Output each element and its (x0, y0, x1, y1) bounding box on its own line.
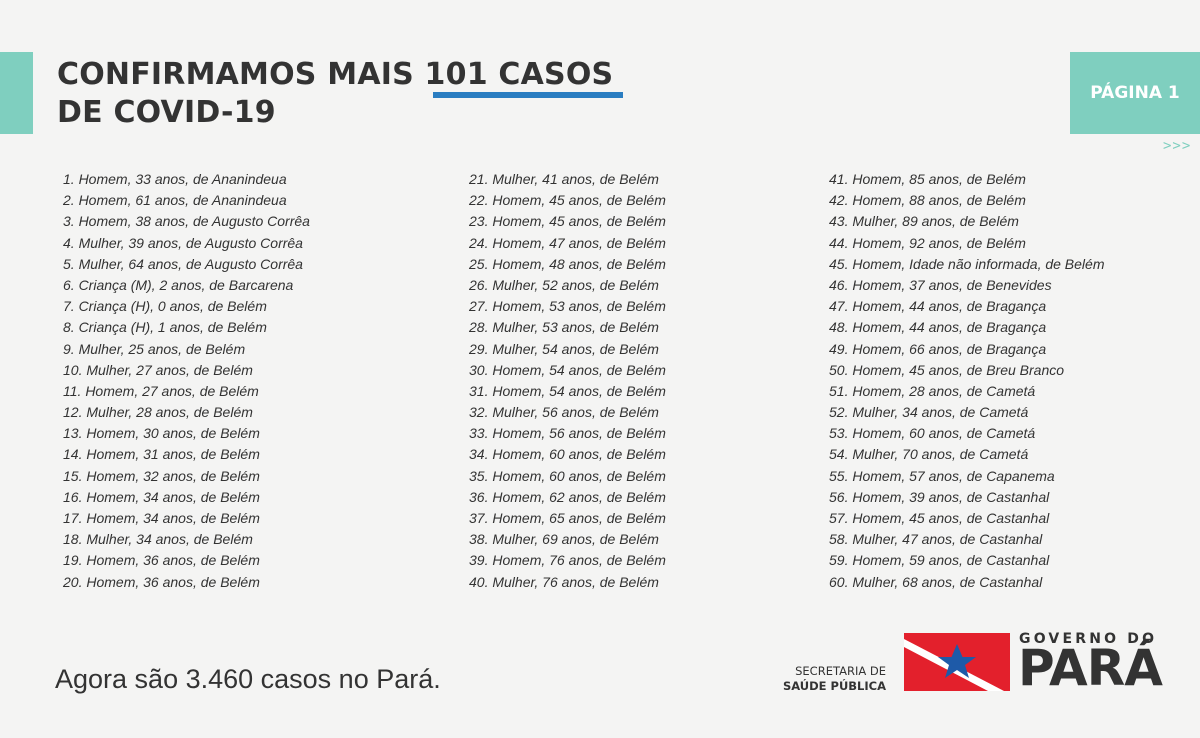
case-list-column-1: 1. Homem, 33 anos, de Ananindeua 2. Homem… (63, 169, 310, 593)
case-list-item: 9. Mulher, 25 anos, de Belém (63, 340, 246, 357)
case-list-item: 17. Homem, 34 anos, de Belém (63, 510, 260, 526)
case-list-item: 43. Mulher, 89 anos, de Belém (829, 213, 1019, 230)
next-page-arrows-icon[interactable]: >>> (1163, 138, 1192, 154)
case-list-item: 12. Mulher, 28 anos, de Belém (63, 404, 253, 421)
case-list-item: 51. Homem, 28 anos, de Cametá (829, 382, 1036, 399)
case-list-item: 59. Homem, 59 anos, de Castanhal (829, 552, 1050, 569)
case-list-item: 56. Homem, 39 anos, de Castanhal (829, 488, 1050, 505)
case-list-item: 27. Homem, 53 anos, de Belém (469, 298, 666, 315)
case-list-item: 19. Homem, 36 anos, de Belém (63, 552, 260, 569)
case-list-item: 8. Criança (H), 1 anos, de Belém (63, 319, 267, 336)
case-list-item: 55. Homem, 57 anos, de Capanema (829, 467, 1055, 484)
case-list-item: 28. Mulher, 53 anos, de Belém (469, 319, 659, 336)
case-list-item: 2. Homem, 61 anos, de Ananindeua (63, 192, 287, 209)
case-list-column-3: 41. Homem, 85 anos, de Belém 42. Homem, 8… (829, 169, 1105, 593)
case-list-item: 47. Homem, 44 anos, de Bragança (829, 298, 1047, 315)
case-list-item: 45. Homem, Idade não informada, de Belém (829, 255, 1105, 272)
case-list-item: 33. Homem, 56 anos, de Belém (469, 425, 666, 442)
case-list-item: 1. Homem, 33 anos, de Ananindeua (63, 171, 287, 187)
case-list-item: 31. Homem, 54 anos, de Belém (469, 382, 666, 399)
case-list-item: 34. Homem, 60 anos, de Belém (469, 446, 666, 463)
case-list-item: 58. Mulher, 47 anos, de Castanhal (829, 531, 1043, 548)
para-flag-icon (904, 633, 1010, 691)
case-list-item: 44. Homem, 92 anos, de Belém (829, 234, 1026, 251)
page-indicator-tab: PÁGINA 1 (1070, 52, 1200, 134)
case-list-item: 7. Criança (H), 0 anos, de Belém (63, 298, 267, 315)
case-list-item: 53. Homem, 60 anos, de Cametá (829, 425, 1036, 442)
case-list-item: 14. Homem, 31 anos, de Belém (63, 446, 260, 463)
secretaria-line-1: SECRETARIA DE (795, 664, 886, 678)
case-list-item: 60. Mulher, 68 anos, de Castanhal (829, 573, 1043, 590)
case-list-item: 21. Mulher, 41 anos, de Belém (469, 171, 659, 187)
title-underline (433, 92, 623, 98)
case-list-item: 16. Homem, 34 anos, de Belém (63, 488, 260, 505)
governo-label: GOVERNO DO (1019, 631, 1158, 647)
case-list-item: 3. Homem, 38 anos, de Augusto Corrêa (63, 213, 310, 230)
case-list-item: 38. Mulher, 69 anos, de Belém (469, 531, 659, 548)
para-logo-text: PARÁ (1018, 639, 1163, 697)
page-title: CONFIRMAMOS MAIS 101 CASOS DE COVID-19 (57, 56, 613, 132)
case-list-item: 25. Homem, 48 anos, de Belém (469, 255, 666, 272)
case-list-item: 50. Homem, 45 anos, de Breu Branco (829, 361, 1065, 378)
case-list-item: 13. Homem, 30 anos, de Belém (63, 425, 260, 442)
case-list-item: 52. Mulher, 34 anos, de Cametá (829, 404, 1029, 421)
case-list-item: 6. Criança (M), 2 anos, de Barcarena (63, 276, 294, 293)
case-list-item: 15. Homem, 32 anos, de Belém (63, 467, 260, 484)
case-list-item: 18. Mulher, 34 anos, de Belém (63, 531, 253, 548)
case-list-item: 48. Homem, 44 anos, de Bragança (829, 319, 1047, 336)
total-cases-text: Agora são 3.460 casos no Pará. (55, 664, 441, 694)
case-list-item: 54. Mulher, 70 anos, de Cametá (829, 446, 1029, 463)
case-list-item: 57. Homem, 45 anos, de Castanhal (829, 510, 1050, 526)
case-list-item: 26. Mulher, 52 anos, de Belém (469, 276, 659, 293)
case-list-item: 40. Mulher, 76 anos, de Belém (469, 573, 659, 590)
case-list-item: 23. Homem, 45 anos, de Belém (469, 213, 666, 230)
case-list-item: 41. Homem, 85 anos, de Belém (829, 171, 1026, 187)
case-list-item: 10. Mulher, 27 anos, de Belém (63, 361, 253, 378)
case-list-item: 46. Homem, 37 anos, de Benevides (829, 276, 1052, 293)
case-list-item: 20. Homem, 36 anos, de Belém (63, 573, 260, 590)
case-list-item: 30. Homem, 54 anos, de Belém (469, 361, 666, 378)
case-list-item: 11. Homem, 27 anos, de Belém (63, 382, 259, 399)
case-list-item: 49. Homem, 66 anos, de Bragança (829, 340, 1047, 357)
left-accent-bar (0, 52, 33, 134)
case-list-item: 4. Mulher, 39 anos, de Augusto Corrêa (63, 234, 303, 251)
case-list-item: 36. Homem, 62 anos, de Belém (469, 488, 666, 505)
case-list-item: 42. Homem, 88 anos, de Belém (829, 192, 1026, 209)
secretaria-line-2: SAÚDE PÚBLICA (782, 679, 886, 693)
case-list-item: 32. Mulher, 56 anos, de Belém (469, 404, 659, 421)
page-label: PÁGINA 1 (1090, 83, 1180, 103)
case-list-column-2: 21. Mulher, 41 anos, de Belém 22. Homem, … (469, 169, 666, 593)
title-line-1: CONFIRMAMOS MAIS 101 CASOS (57, 57, 614, 92)
case-list-item: 29. Mulher, 54 anos, de Belém (469, 340, 659, 357)
case-list-item: 24. Homem, 47 anos, de Belém (469, 234, 666, 251)
case-list-item: 39. Homem, 76 anos, de Belém (469, 552, 666, 569)
secretaria-label: SECRETARIA DE SAÚDE PÚBLICA (770, 664, 886, 694)
case-list-item: 35. Homem, 60 anos, de Belém (469, 467, 666, 484)
case-list-item: 22. Homem, 45 anos, de Belém (469, 192, 666, 209)
case-list-item: 37. Homem, 65 anos, de Belém (469, 510, 666, 526)
title-line-2: DE COVID-19 (57, 95, 276, 130)
case-list-item: 5. Mulher, 64 anos, de Augusto Corrêa (63, 255, 303, 272)
